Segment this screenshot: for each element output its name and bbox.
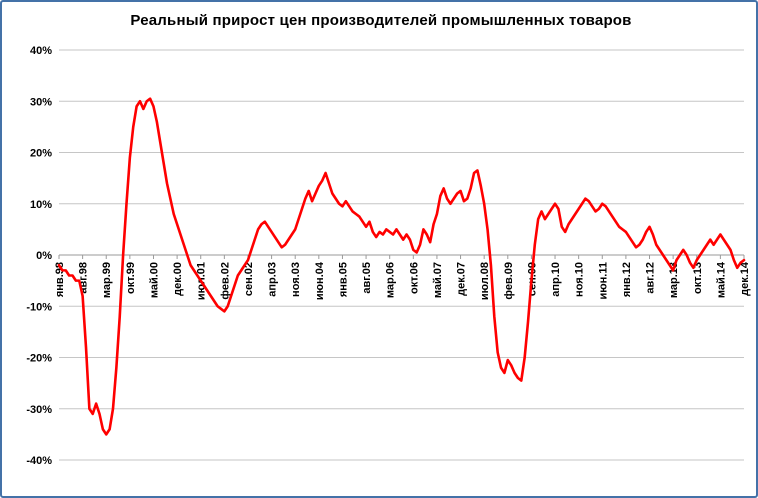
x-axis-tick-label: дек.00 (172, 262, 184, 296)
x-axis-tick-label: фев.09 (503, 262, 515, 300)
x-axis-tick-label: мар.06 (385, 262, 397, 298)
x-axis-tick-label: мар.99 (101, 262, 113, 298)
x-axis-tick-label: май.00 (148, 262, 160, 298)
x-axis-tick-label: фев.02 (219, 262, 231, 300)
x-axis-tick-label: авг.12 (645, 262, 657, 294)
y-axis-tick-label: -30% (26, 404, 52, 416)
x-axis-tick-label: май.14 (715, 261, 727, 298)
y-axis-tick-label: 10% (30, 199, 52, 211)
x-axis-tick-label: янв.05 (337, 262, 349, 297)
data-series-line (57, 97, 746, 436)
x-axis-tick-label: авг.05 (361, 262, 373, 294)
x-axis-tick-label: мар.13 (668, 262, 680, 298)
x-axis-tick-label: июн.11 (597, 262, 609, 300)
y-axis-tick-label: 20% (30, 148, 52, 160)
x-axis-tick-label: ноя.03 (290, 262, 302, 297)
x-axis-tick-label: апр.03 (267, 262, 279, 297)
x-axis-tick-label: окт.06 (408, 262, 420, 294)
y-axis-tick-label: -40% (26, 455, 52, 467)
x-axis-tick-label: окт.13 (692, 262, 704, 294)
y-axis-tick-label: -10% (26, 301, 52, 313)
x-axis-tick-label: дек.07 (456, 262, 468, 296)
x-axis-tick-label: сен.02 (243, 262, 255, 296)
x-axis-tick-label: июл.08 (479, 262, 491, 300)
y-axis-tick-label: 0% (36, 250, 52, 262)
x-axis-tick-label: июн.04 (314, 261, 326, 300)
x-axis-tick-label: ноя.10 (574, 262, 586, 297)
x-axis-tick-label: янв.12 (621, 262, 633, 297)
x-axis-tick-label: апр.10 (550, 262, 562, 297)
y-axis-tick-label: 30% (30, 96, 52, 108)
x-axis-tick-label: окт.99 (125, 262, 137, 294)
y-axis-tick-label: 40% (30, 45, 52, 57)
x-axis-tick-label: авг.98 (78, 262, 90, 294)
x-axis-tick-label: дек.14 (739, 261, 751, 296)
chart-title: Реальный прирост цен производителей пром… (130, 12, 632, 29)
x-axis-tick-label: май.07 (432, 262, 444, 298)
y-axis-tick-label: -20% (26, 353, 52, 365)
